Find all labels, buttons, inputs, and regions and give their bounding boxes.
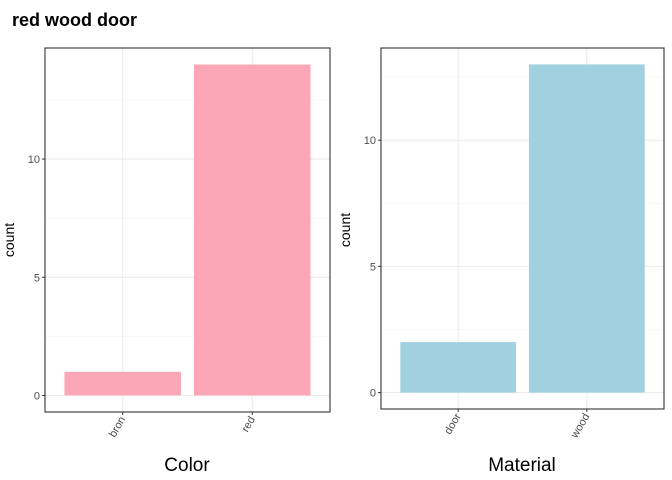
x-axis-title: Color: [164, 455, 210, 476]
y-tick-label: 0: [34, 390, 40, 402]
y-tick-label: 5: [34, 272, 40, 284]
x-tick-label: bron: [107, 415, 128, 440]
y-axis-title: count: [1, 223, 17, 257]
bar-red: [193, 64, 311, 396]
y-tick-label: 10: [28, 154, 40, 166]
figure-title: red wood door: [12, 10, 137, 30]
bar-bron: [64, 371, 182, 396]
x-tick-label: red: [240, 415, 258, 435]
panel-border: [44, 47, 331, 413]
